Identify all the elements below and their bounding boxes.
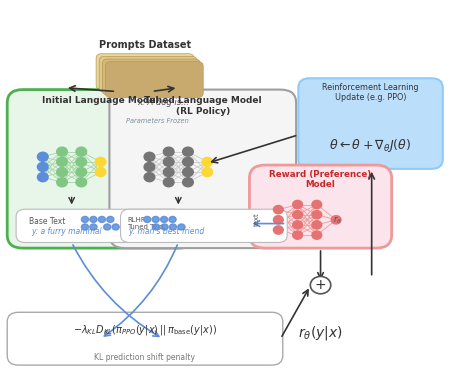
Circle shape	[95, 157, 106, 166]
Circle shape	[81, 216, 89, 223]
Circle shape	[57, 147, 68, 156]
FancyBboxPatch shape	[298, 78, 443, 169]
Circle shape	[57, 167, 68, 177]
Circle shape	[169, 216, 176, 223]
Circle shape	[76, 178, 87, 187]
Text: Tuned Text: Tuned Text	[127, 224, 164, 230]
FancyBboxPatch shape	[7, 90, 194, 248]
Circle shape	[37, 173, 48, 182]
Text: x: A dog is...: x: A dog is...	[137, 98, 189, 107]
Circle shape	[202, 157, 212, 166]
Text: Parameters Frozen: Parameters Frozen	[126, 118, 189, 124]
Circle shape	[274, 216, 283, 224]
Circle shape	[57, 157, 68, 166]
Circle shape	[81, 224, 89, 230]
Circle shape	[292, 211, 302, 219]
Text: $r_\theta$: $r_\theta$	[333, 214, 342, 226]
Text: +: +	[315, 278, 326, 292]
Circle shape	[57, 178, 68, 187]
FancyBboxPatch shape	[121, 209, 287, 242]
Circle shape	[183, 178, 194, 187]
Circle shape	[163, 167, 174, 177]
Text: KL prediction shift penalty: KL prediction shift penalty	[94, 353, 195, 362]
Text: $\theta \leftarrow \theta + \nabla_\theta J(\theta)$: $\theta \leftarrow \theta + \nabla_\thet…	[329, 137, 412, 154]
Text: (RL Policy): (RL Policy)	[176, 106, 230, 116]
Circle shape	[292, 200, 302, 209]
Circle shape	[76, 157, 87, 166]
Circle shape	[76, 147, 87, 156]
Circle shape	[112, 224, 119, 230]
Circle shape	[312, 200, 322, 209]
Circle shape	[331, 216, 341, 224]
Circle shape	[183, 147, 194, 156]
Circle shape	[292, 231, 302, 239]
Circle shape	[144, 216, 151, 223]
Circle shape	[312, 221, 322, 229]
FancyBboxPatch shape	[96, 54, 194, 90]
Text: Tuned Language Model: Tuned Language Model	[144, 97, 261, 105]
Text: Prompts Dataset: Prompts Dataset	[99, 40, 191, 50]
FancyBboxPatch shape	[109, 90, 296, 248]
Text: y: a furry mammal: y: a furry mammal	[32, 227, 102, 236]
Circle shape	[183, 167, 194, 177]
Circle shape	[274, 205, 283, 214]
Circle shape	[107, 216, 114, 223]
FancyBboxPatch shape	[249, 165, 392, 248]
FancyBboxPatch shape	[105, 62, 203, 98]
Text: Update (e.g. PPO): Update (e.g. PPO)	[335, 93, 406, 102]
Circle shape	[95, 167, 106, 177]
Circle shape	[310, 277, 331, 294]
Text: text: text	[254, 212, 260, 226]
Circle shape	[312, 231, 322, 239]
Circle shape	[161, 224, 168, 230]
Circle shape	[76, 167, 87, 177]
Text: y: man's best friend: y: man's best friend	[128, 227, 204, 236]
Circle shape	[152, 216, 159, 223]
Text: Reinforcement Learning: Reinforcement Learning	[322, 83, 419, 92]
Circle shape	[163, 147, 174, 156]
Circle shape	[163, 178, 174, 187]
Circle shape	[90, 216, 97, 223]
Circle shape	[183, 157, 194, 166]
Circle shape	[144, 173, 155, 182]
Circle shape	[153, 224, 160, 230]
Circle shape	[99, 216, 105, 223]
Circle shape	[202, 167, 212, 177]
Circle shape	[274, 226, 283, 234]
Text: RLHF: RLHF	[127, 217, 145, 223]
FancyBboxPatch shape	[7, 312, 283, 365]
Text: $r_\theta(y|x)$: $r_\theta(y|x)$	[298, 324, 343, 342]
Circle shape	[90, 224, 97, 230]
FancyBboxPatch shape	[99, 56, 197, 92]
Text: $-\lambda_{KL} D_{KL}(\pi_{PPO}(y|x)\,||\,\pi_{\mathrm{base}}(y|x))$: $-\lambda_{KL} D_{KL}(\pi_{PPO}(y|x)\,||…	[73, 323, 217, 337]
Circle shape	[161, 216, 168, 223]
Circle shape	[37, 152, 48, 161]
Circle shape	[37, 162, 48, 172]
FancyBboxPatch shape	[102, 59, 200, 95]
Circle shape	[170, 224, 176, 230]
Text: Base Text: Base Text	[28, 217, 65, 226]
FancyBboxPatch shape	[16, 209, 183, 242]
Text: Initial Language Model: Initial Language Model	[42, 97, 159, 105]
Circle shape	[104, 224, 111, 230]
Circle shape	[312, 211, 322, 219]
Circle shape	[292, 221, 302, 229]
Circle shape	[144, 152, 155, 161]
Circle shape	[163, 157, 174, 166]
Circle shape	[178, 224, 185, 230]
Circle shape	[144, 162, 155, 172]
Text: Reward (Preference)
Model: Reward (Preference) Model	[270, 170, 372, 189]
